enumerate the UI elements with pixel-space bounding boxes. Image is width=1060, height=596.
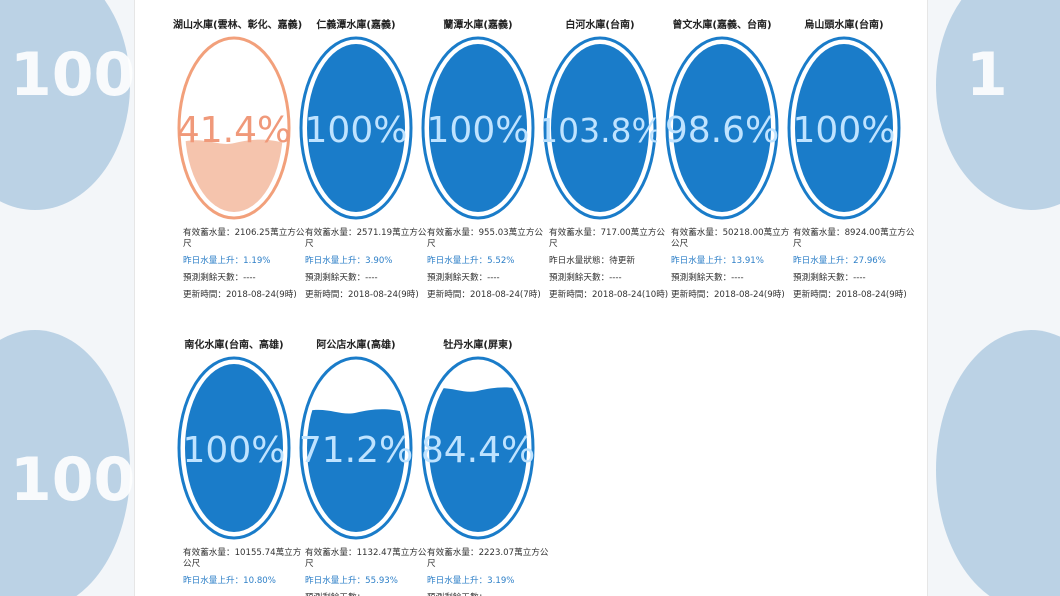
- updated-text: 更新時間：2018-08-24(9時): [793, 290, 907, 300]
- gauge-svg: 41.4%: [177, 36, 291, 220]
- updated-text: 更新時間：2018-08-24(7時): [427, 290, 541, 300]
- percent-label: 100%: [427, 110, 530, 151]
- water-level-gauge: 84.4%: [421, 356, 535, 540]
- gauge-svg: 84.4%: [421, 356, 535, 540]
- updated-text: 更新時間：2018-08-24(9時): [671, 290, 785, 300]
- status-text: 昨日水量狀態：待更新: [549, 256, 635, 266]
- water-level-gauge: 103.8%: [543, 36, 657, 220]
- percent-label: 100%: [793, 110, 896, 151]
- percent-label: 71.2%: [299, 430, 413, 471]
- water-level-gauge: 41.4%: [177, 36, 291, 220]
- background-right: 1: [926, 0, 1060, 596]
- reservoir-info: 有效蓄水量：717.00萬立方公尺昨日水量狀態：待更新 預測剩餘天數：---- 更新…: [549, 228, 671, 307]
- storage-text: 有效蓄水量：8924.00萬立方公尺: [793, 228, 915, 249]
- reservoir-name: 烏山頭水庫(台南): [804, 20, 884, 31]
- storage-text: 有效蓄水量：2106.25萬立方公尺: [183, 228, 305, 249]
- reservoir-name: 白河水庫(台南): [565, 20, 635, 31]
- reservoir-name: 曾文水庫(嘉義、台南): [672, 20, 772, 31]
- forecast-text: 預測剩餘天數：----: [549, 273, 622, 283]
- percent-label: 100%: [183, 430, 286, 471]
- background-text: 100: [10, 445, 134, 515]
- water-fill: [673, 44, 771, 212]
- updated-text: 更新時間：2018-08-24(9時): [183, 290, 297, 300]
- water-fill: [307, 409, 405, 532]
- reservoir-info: 有效蓄水量：50218.00萬立方公尺昨日水量上升：13.91% 預測剩餘天數：-…: [671, 228, 793, 307]
- water-fill: [429, 44, 527, 212]
- reservoir-panel: 湖山水庫(雲林、彰化、嘉義) 41.4% 有效蓄水量：2106.25萬立方公尺 昨日水…: [134, 0, 928, 596]
- forecast-text: 預測剩餘天數：----: [671, 273, 744, 283]
- storage-text: 有效蓄水量：50218.00萬立方公尺: [671, 228, 790, 249]
- reservoir-name: 南化水庫(台南、高雄): [184, 340, 284, 351]
- storage-text: 有效蓄水量：2571.19萬立方公尺: [305, 228, 427, 249]
- reservoir-name: 阿公店水庫(高雄): [316, 340, 396, 351]
- reservoir-info: 有效蓄水量：2106.25萬立方公尺昨日水量上升：1.19% 預測剩餘天數：---…: [183, 228, 305, 307]
- storage-text: 有效蓄水量：2223.07萬立方公尺: [427, 548, 549, 569]
- water-level-gauge: 98.6%: [665, 36, 779, 220]
- water-fill: [307, 44, 405, 212]
- water-level-gauge: 71.2%: [299, 356, 413, 540]
- background-blob: [936, 330, 1060, 596]
- change-text: 昨日水量上升：27.96%: [793, 256, 886, 266]
- water-fill: [551, 44, 649, 212]
- updated-text: 更新時間：2018-08-24(9時): [305, 290, 419, 300]
- water-level-gauge: 100%: [421, 36, 535, 220]
- background-text: 100: [10, 40, 134, 110]
- reservoir-info: 有效蓄水量：955.03萬立方公尺昨日水量上升：5.52% 預測剩餘天數：----…: [427, 228, 549, 307]
- gauge-svg: 98.6%: [665, 36, 779, 220]
- water-fill: [429, 387, 527, 532]
- percent-label: 100%: [305, 110, 408, 151]
- percent-label: 98.6%: [665, 110, 779, 151]
- change-text: 昨日水量上升：1.19%: [183, 256, 271, 266]
- gauge-svg: 100%: [787, 36, 901, 220]
- forecast-text: 預測剩餘天數：----: [793, 273, 866, 283]
- reservoir-name: 蘭潭水庫(嘉義): [443, 20, 513, 31]
- water-fill: [185, 364, 283, 532]
- water-fill: [795, 44, 893, 212]
- water-level-gauge: 100%: [299, 36, 413, 220]
- change-text: 昨日水量上升：55.93%: [305, 576, 398, 586]
- reservoir-name: 牡丹水庫(屏東): [443, 340, 513, 351]
- storage-text: 有效蓄水量：955.03萬立方公尺: [427, 228, 544, 249]
- forecast-text: 預測剩餘天數：----: [305, 273, 378, 283]
- reservoir-info: 有效蓄水量：10155.74萬立方公尺昨日水量上升：10.80%: [183, 548, 305, 593]
- updated-text: 更新時間：2018-08-24(10時): [549, 290, 669, 300]
- reservoir-name: 仁義潭水庫(嘉義): [316, 20, 396, 31]
- gauge-svg: 103.8%: [543, 36, 657, 220]
- forecast-text: 預測剩餘天數：----: [427, 273, 500, 283]
- percent-label: 103.8%: [543, 111, 657, 150]
- background-text: 1: [966, 40, 1008, 110]
- water-level-gauge: 100%: [177, 356, 291, 540]
- background-left: 100 100: [0, 0, 134, 596]
- storage-text: 有效蓄水量：717.00萬立方公尺: [549, 228, 666, 249]
- gauge-svg: 71.2%: [299, 356, 413, 540]
- change-text: 昨日水量上升：10.80%: [183, 576, 276, 586]
- percent-label: 41.4%: [177, 110, 291, 151]
- storage-text: 有效蓄水量：1132.47萬立方公尺: [305, 548, 427, 569]
- change-text: 昨日水量上升：3.90%: [305, 256, 393, 266]
- change-text: 昨日水量上升：3.19%: [427, 576, 515, 586]
- forecast-text: 預測剩餘天數：----: [305, 593, 427, 596]
- storage-text: 有效蓄水量：10155.74萬立方公尺: [183, 548, 302, 569]
- reservoir-info: 有效蓄水量：8924.00萬立方公尺昨日水量上升：27.96% 預測剩餘天數：--…: [793, 228, 915, 307]
- forecast-text: 預測剩餘天數：----: [183, 273, 256, 283]
- reservoir-name: 湖山水庫(雲林、彰化、嘉義): [173, 20, 303, 31]
- change-text: 昨日水量上升：5.52%: [427, 256, 515, 266]
- percent-label: 84.4%: [421, 430, 535, 471]
- gauge-svg: 100%: [421, 36, 535, 220]
- change-text: 昨日水量上升：13.91%: [671, 256, 764, 266]
- forecast-text: 預測剩餘天數：----: [427, 593, 549, 596]
- water-level-gauge: 100%: [787, 36, 901, 220]
- gauge-svg: 100%: [177, 356, 291, 540]
- reservoir-info: 有效蓄水量：2571.19萬立方公尺昨日水量上升：3.90% 預測剩餘天數：---…: [305, 228, 427, 307]
- gauge-svg: 100%: [299, 36, 413, 220]
